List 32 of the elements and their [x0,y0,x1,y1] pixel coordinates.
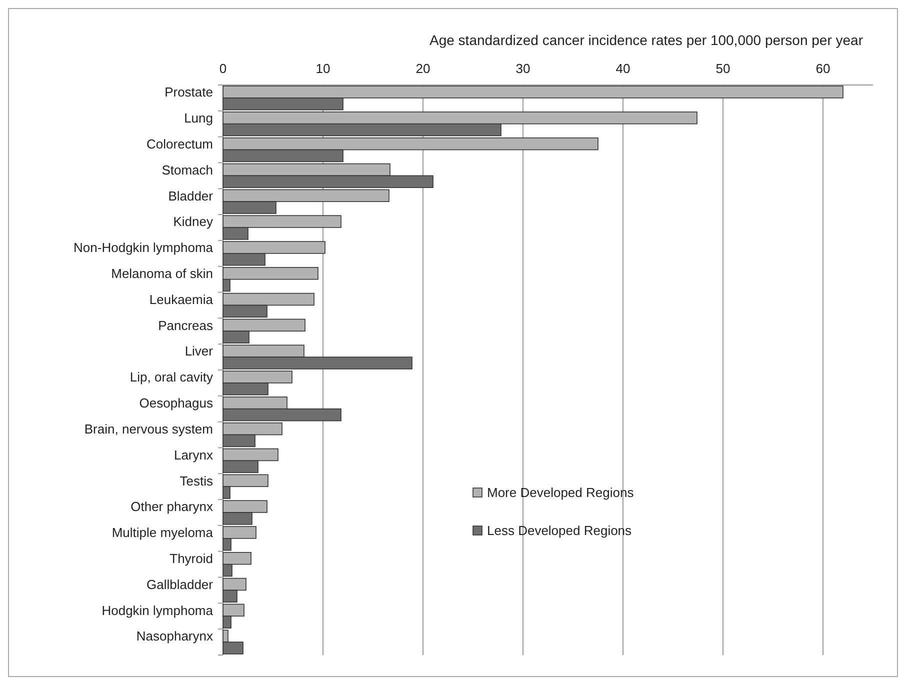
y-tick-label: Oesophagus [139,396,214,411]
y-tick-label: Multiple myeloma [112,525,214,540]
y-tick-label: Testis [180,473,214,488]
x-tick-label: 0 [219,61,227,76]
y-tick-label: Hodgkin lymphoma [102,602,214,618]
y-tick-label: Stomach [162,162,213,178]
x-tick-label: 10 [316,61,330,76]
y-tick-label: Melanoma of skin [111,266,213,282]
x-tick-label: 60 [816,61,830,76]
y-tick-label: Kidney [173,214,214,230]
legend-label: Less Developed Regions [487,523,632,538]
y-tick-label: Lung [184,110,213,126]
y-tick-label: Larynx [174,447,214,462]
x-tick-label: 30 [516,61,530,76]
legend-label: More Developed Regions [487,485,634,500]
y-tick-label: Pancreas [158,318,214,333]
y-tick-label: Thyroid [170,551,213,566]
y-tick-label: Prostate [164,84,213,100]
y-tick-label: Leukaemia [149,292,214,307]
y-tick-label: Other pharynx [130,499,214,514]
y-tick-label: Lip, oral cavity [130,370,214,385]
y-tick-label: Brain, nervous system [84,421,213,436]
x-axis-title: Age standardized cancer incidence rates per 100,000 person per year [430,32,864,48]
y-tick-label: Liver [184,344,214,359]
x-tick-label: 40 [616,61,630,76]
y-tick-label: Colorectum [146,136,213,152]
y-tick-label: Non-Hodgkin lymphoma [74,240,214,256]
x-tick-label: 20 [416,61,430,76]
x-tick-label: 50 [716,61,730,76]
y-tick-label: Nasopharynx [136,628,214,644]
y-tick-label: Bladder [168,188,214,204]
y-tick-label: Gallbladder [146,576,214,592]
